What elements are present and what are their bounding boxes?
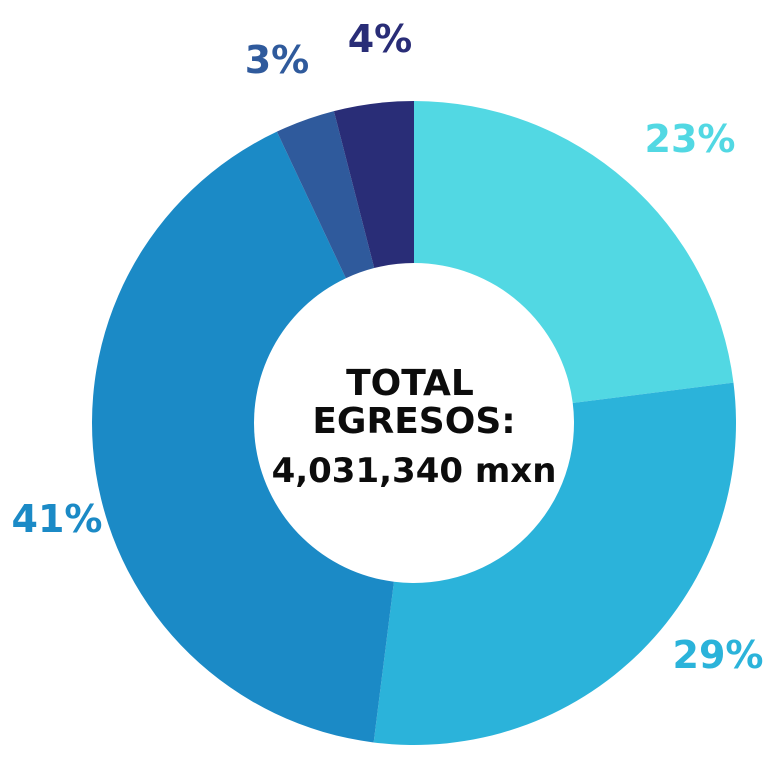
center-title-line-1: TOTAL: [346, 363, 474, 404]
slice-0: [414, 101, 734, 403]
slice-label-2: 41%: [12, 497, 103, 541]
slice-2: [91, 131, 394, 743]
slice-label-4: 4%: [348, 17, 413, 61]
donut-slices: [91, 101, 736, 746]
slice-label-1: 29%: [673, 633, 764, 677]
slice-label-3: 3%: [245, 38, 310, 82]
center-total-value: 4,031,340 mxn: [272, 451, 557, 491]
slice-4: [333, 101, 414, 269]
slice-3: [276, 111, 375, 279]
slice-labels: 23% 29% 41% 3% 4%: [12, 17, 764, 677]
slice-label-0: 23%: [645, 117, 736, 161]
center-title-line-2: EGRESOS:: [312, 401, 515, 442]
center-label: TOTAL EGRESOS: 4,031,340 mxn: [272, 363, 557, 491]
slice-1: [373, 382, 736, 746]
